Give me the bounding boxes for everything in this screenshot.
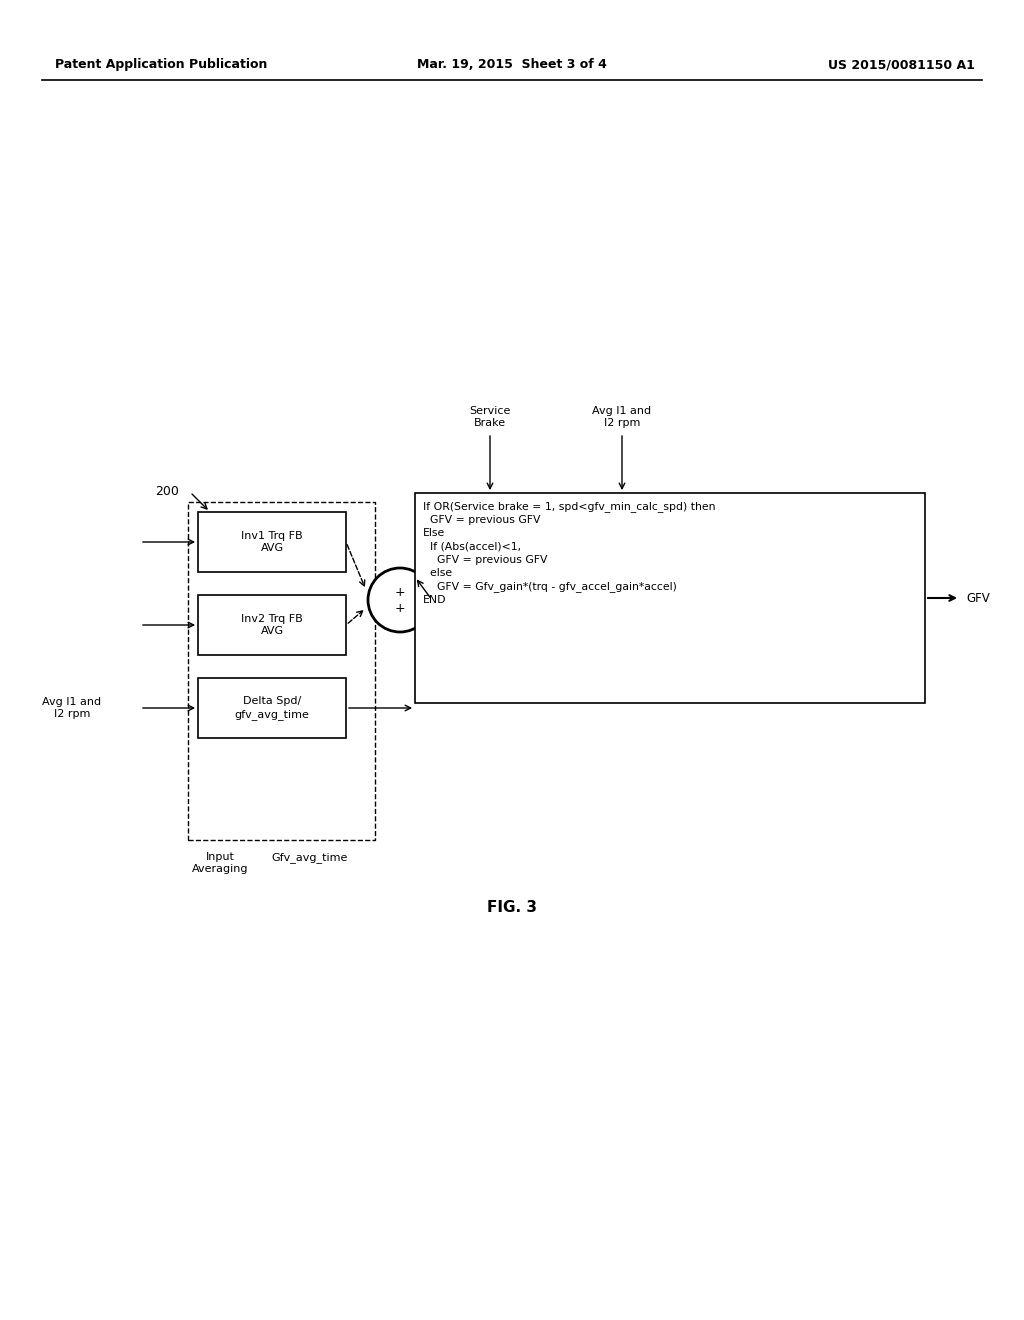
Bar xyxy=(198,512,346,572)
Text: +: + xyxy=(394,586,406,599)
Bar xyxy=(198,595,346,655)
Circle shape xyxy=(368,568,432,632)
Text: Patent Application Publication: Patent Application Publication xyxy=(55,58,267,71)
Text: GFV: GFV xyxy=(966,591,990,605)
Text: Gfv_avg_time: Gfv_avg_time xyxy=(271,851,348,863)
Text: Avg I1 and
I2 rpm: Avg I1 and I2 rpm xyxy=(593,407,651,428)
Bar xyxy=(198,678,346,738)
Text: FIG. 3: FIG. 3 xyxy=(487,900,537,915)
Text: Inv2 Trq FB
AVG: Inv2 Trq FB AVG xyxy=(241,614,303,636)
Text: If OR(Service brake = 1, spd<gfv_min_calc_spd) then
  GFV = previous GFV
Else
  : If OR(Service brake = 1, spd<gfv_min_cal… xyxy=(423,502,716,605)
Text: Input
Averaging: Input Averaging xyxy=(191,851,248,874)
Text: +: + xyxy=(394,602,406,615)
Text: Service
Brake: Service Brake xyxy=(469,407,511,428)
Text: Delta Spd/
gfv_avg_time: Delta Spd/ gfv_avg_time xyxy=(234,697,309,719)
Text: US 2015/0081150 A1: US 2015/0081150 A1 xyxy=(828,58,975,71)
Bar xyxy=(188,502,375,840)
Text: Avg I1 and
I2 rpm: Avg I1 and I2 rpm xyxy=(42,697,101,719)
Text: Inv1 Trq FB
AVG: Inv1 Trq FB AVG xyxy=(242,531,303,553)
Bar xyxy=(415,492,925,704)
Text: Mar. 19, 2015  Sheet 3 of 4: Mar. 19, 2015 Sheet 3 of 4 xyxy=(417,58,607,71)
Text: 200: 200 xyxy=(155,484,179,498)
